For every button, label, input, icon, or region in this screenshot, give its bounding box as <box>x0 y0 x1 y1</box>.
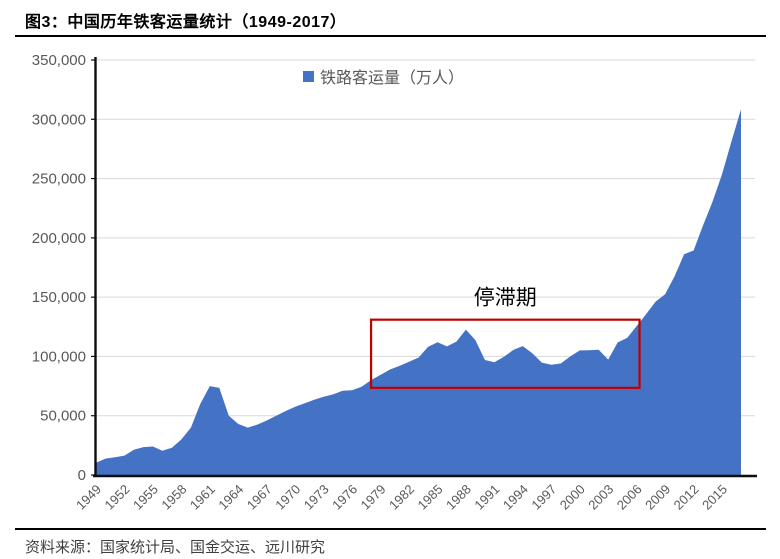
x-axis-tick-label: 1949 <box>73 482 104 513</box>
title-divider-line <box>15 35 766 37</box>
x-axis-tick-label: 1991 <box>471 482 502 513</box>
area-series-railway-passengers <box>96 109 741 476</box>
x-axis-tick-label: 1958 <box>158 482 189 513</box>
x-axis-tick-label: 1976 <box>329 482 360 513</box>
x-axis-tick-label: 1961 <box>187 482 218 513</box>
x-axis-tick-label: 1982 <box>386 482 417 513</box>
legend-label: 铁路客运量（万人） <box>320 69 464 87</box>
x-axis-tick-label: 1979 <box>358 482 389 513</box>
x-axis-tick-label: 2000 <box>557 482 588 513</box>
x-axis-tick-label: 2009 <box>642 482 673 513</box>
y-axis-tick-label: 250,000 <box>32 171 86 188</box>
stagnation-period-box <box>369 318 641 389</box>
y-axis-tick-label: 0 <box>78 467 86 484</box>
x-axis-tick-label: 1955 <box>130 482 161 513</box>
x-axis-tick-label: 2012 <box>671 482 702 513</box>
x-axis-tick-label: 1967 <box>244 482 275 513</box>
x-axis-tick-label: 1970 <box>272 482 303 513</box>
y-axis-tick-label: 100,000 <box>32 348 86 365</box>
stagnation-period-label: 停滞期 <box>474 287 537 310</box>
x-axis-tick-label: 2006 <box>614 482 645 513</box>
source-note: 资料来源：国家统计局、国金交运、远川研究 <box>25 539 326 556</box>
x-axis-tick-label: 2015 <box>699 482 730 513</box>
figure-title: 图3：中国历年铁客运量统计（1949-2017） <box>25 14 347 31</box>
x-axis-tick-label: 2003 <box>585 482 616 513</box>
y-axis-tick-label: 350,000 <box>32 52 86 69</box>
x-axis-tick-label: 1964 <box>215 482 246 513</box>
x-axis-tick-label: 1988 <box>443 482 474 513</box>
x-axis-tick-label: 1997 <box>528 482 559 513</box>
x-axis-tick-label: 1973 <box>301 482 332 513</box>
legend-swatch <box>303 71 314 82</box>
x-axis-tick-label: 1985 <box>415 482 446 513</box>
y-axis-tick-label: 50,000 <box>40 408 86 425</box>
y-axis-tick-label: 150,000 <box>32 289 86 306</box>
x-axis-tick-label: 1994 <box>500 482 531 513</box>
footer-divider-line <box>15 528 766 530</box>
y-axis-tick-label: 200,000 <box>32 230 86 247</box>
y-axis-tick-label: 300,000 <box>32 111 86 128</box>
x-axis-tick-label: 1952 <box>102 482 133 513</box>
